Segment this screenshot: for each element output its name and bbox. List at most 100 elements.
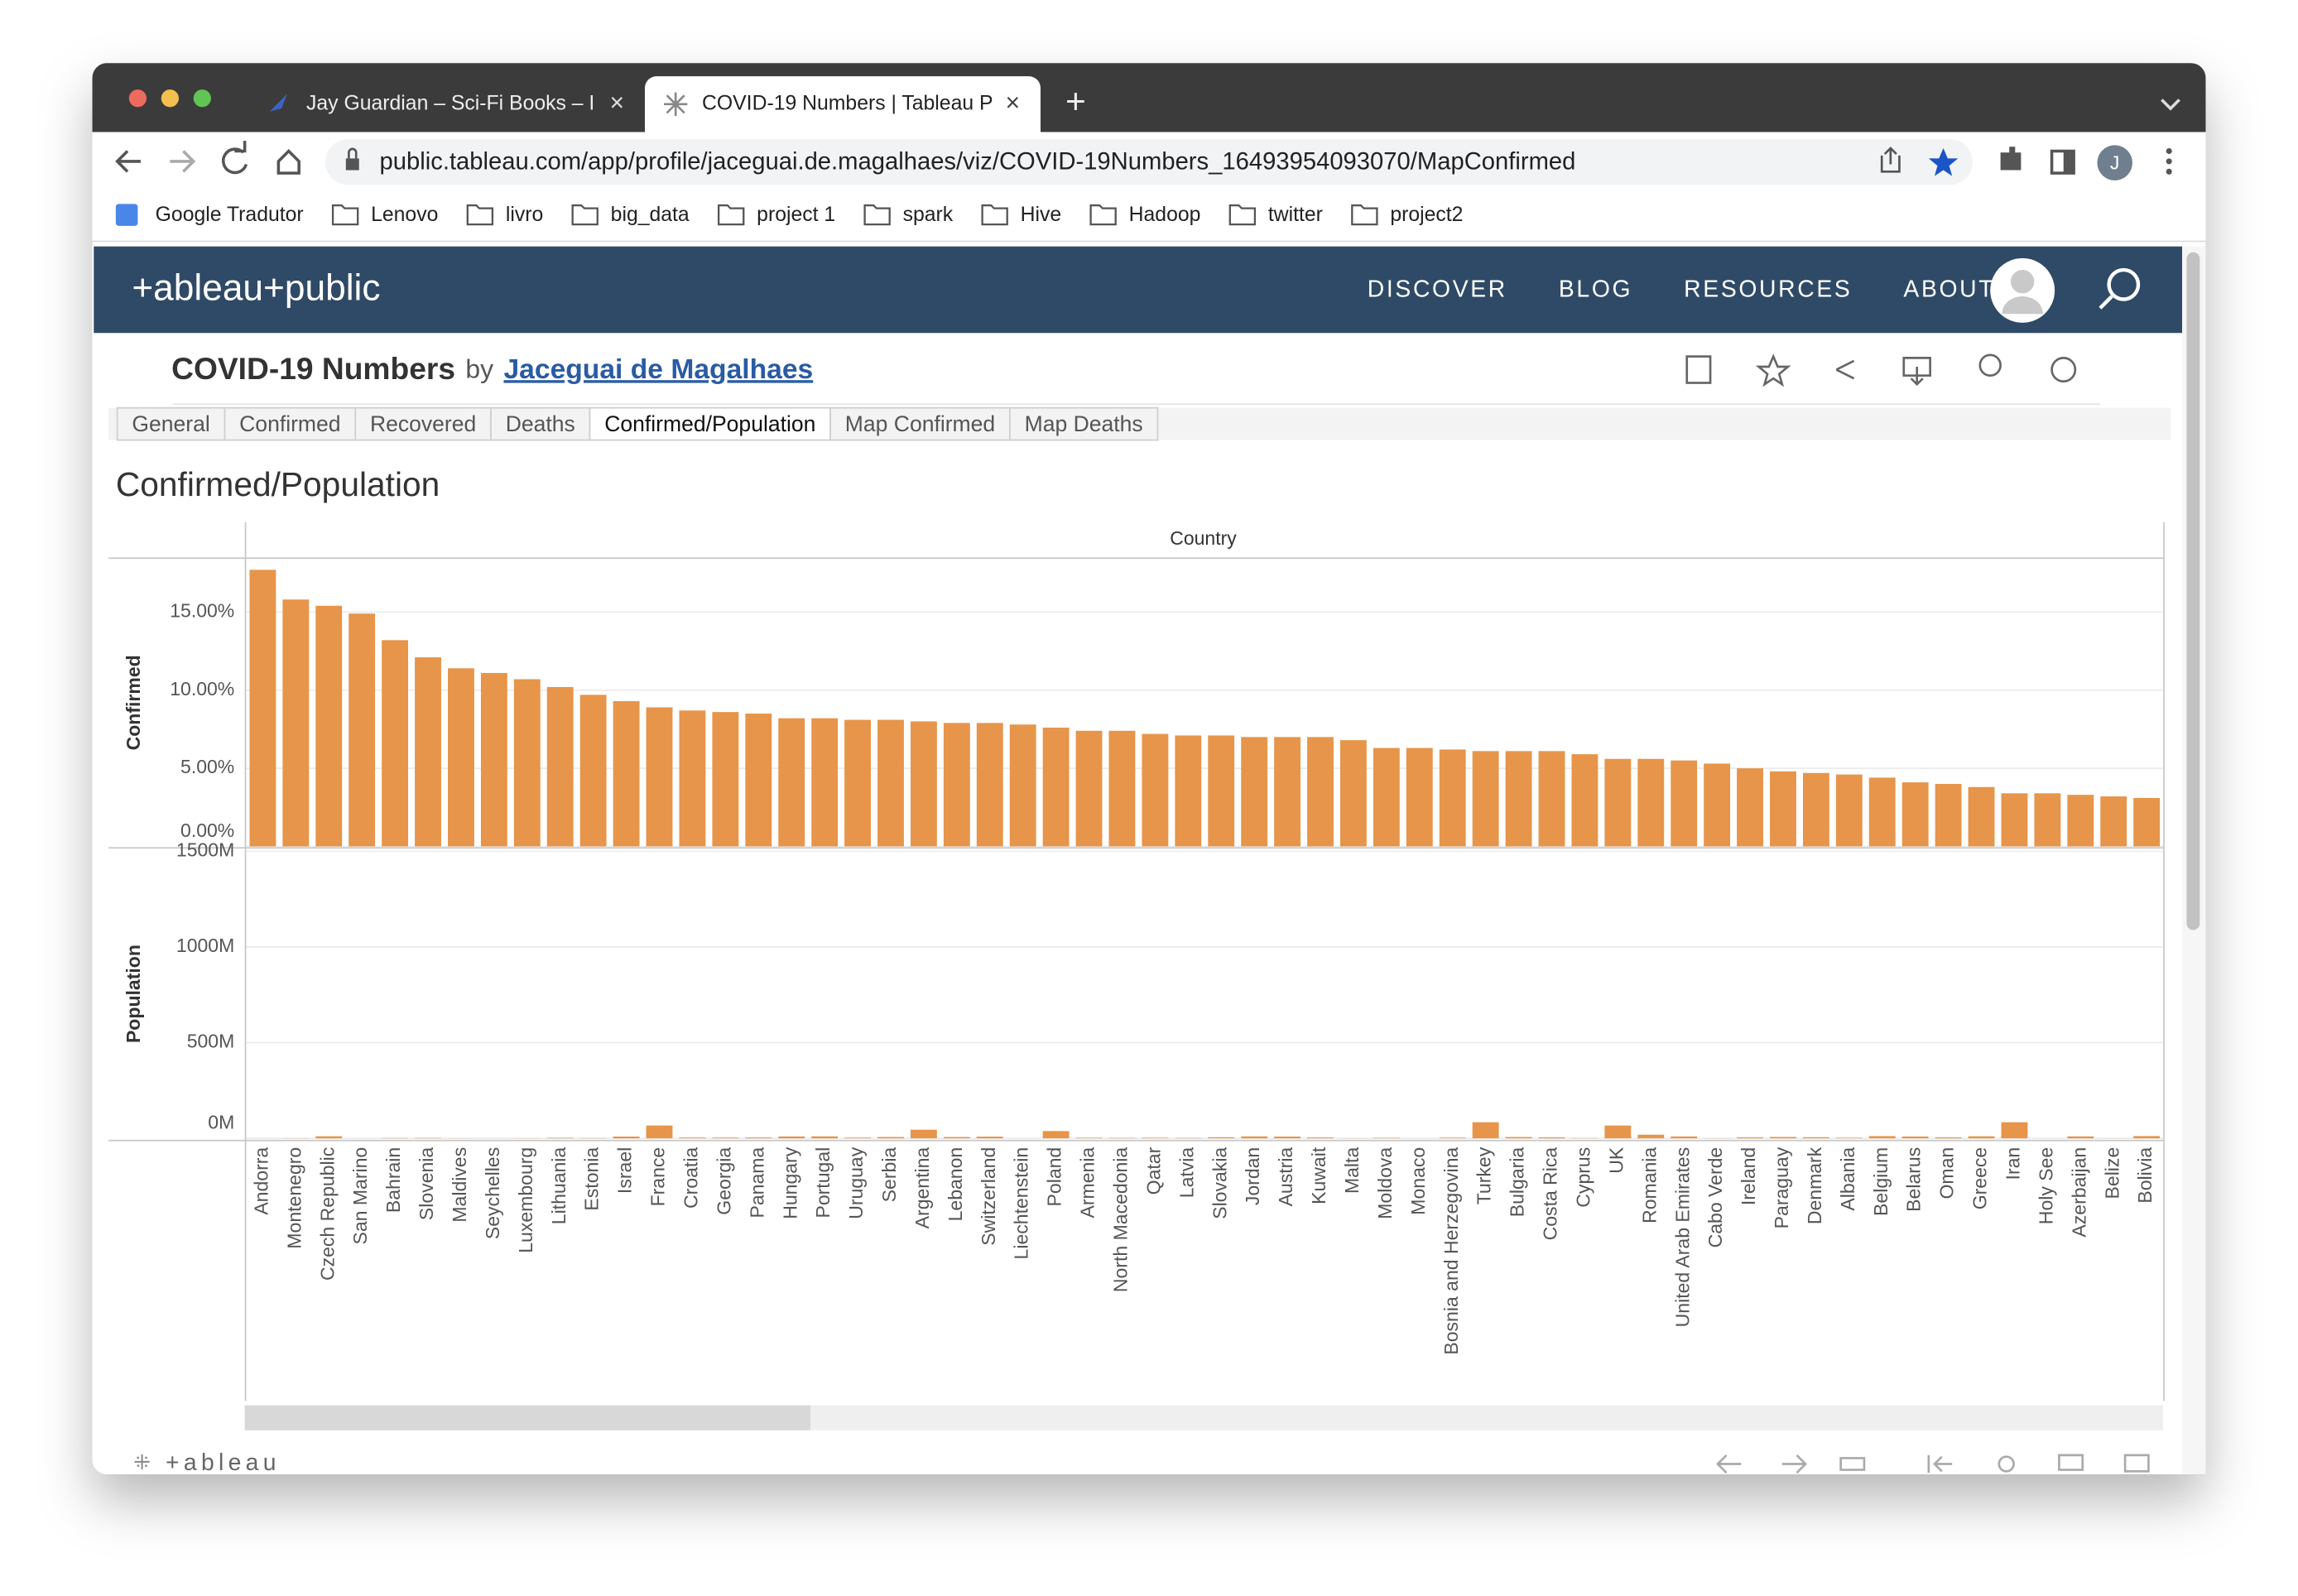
- bookmark[interactable]: Hive: [1021, 204, 1062, 226]
- x-tick-label: Austria: [1275, 1147, 1296, 1207]
- nav-link[interactable]: RESOURCES: [1684, 276, 1852, 302]
- fullscreen-button[interactable]: [2123, 1454, 2150, 1473]
- bookmark[interactable]: livro: [506, 204, 543, 226]
- tab-close[interactable]: ×: [610, 89, 625, 117]
- download-icon[interactable]: [1902, 357, 1931, 387]
- reload-button[interactable]: [221, 141, 248, 175]
- footer-logo-mark: ⁜: [133, 1452, 151, 1474]
- bar: [1571, 754, 1599, 847]
- tab-menu[interactable]: [2161, 99, 2180, 111]
- sheet-tab[interactable]: [1009, 406, 1159, 441]
- bar: [249, 570, 276, 847]
- x-tick-label: Argentina: [911, 1147, 933, 1229]
- back-button[interactable]: [115, 150, 141, 173]
- download-footer-button[interactable]: [2058, 1454, 2084, 1471]
- bar: [613, 1136, 640, 1139]
- x-tick-label: Greece: [1969, 1147, 1991, 1210]
- x-tick-label: France: [647, 1147, 669, 1207]
- share-icon[interactable]: [1880, 147, 1901, 173]
- folder-icon: [717, 204, 745, 226]
- share-viz-icon[interactable]: [1835, 359, 1855, 380]
- redo-button[interactable]: [1781, 1454, 1808, 1474]
- x-tick-label: Belize: [2101, 1147, 2123, 1199]
- bookmark[interactable]: spark: [903, 204, 954, 226]
- sheet-tab-label[interactable]: Map Confirmed: [845, 411, 995, 436]
- sheet-tab[interactable]: [829, 406, 1011, 441]
- y-axis-title: Confirmed: [123, 655, 144, 750]
- bar: [1671, 1136, 1698, 1139]
- share-footer-button[interactable]: [1998, 1455, 2015, 1473]
- bar: [1307, 737, 1334, 847]
- award-icon[interactable]: [1978, 353, 2002, 377]
- bookmark[interactable]: project 1: [757, 204, 835, 226]
- nav-link[interactable]: BLOG: [1559, 276, 1632, 302]
- bar: [910, 721, 937, 847]
- zoom-button[interactable]: [193, 89, 211, 108]
- chart-scrollbar-thumb[interactable]: [244, 1405, 811, 1430]
- sheet-tab-label[interactable]: Deaths: [506, 411, 575, 436]
- folder-icon: [571, 204, 599, 226]
- favorite-icon[interactable]: [1755, 353, 1791, 387]
- site-logo[interactable]: +ableau+public: [132, 268, 380, 309]
- bar: [877, 1137, 904, 1139]
- bar: [546, 686, 574, 847]
- profile-avatar[interactable]: [2097, 145, 2132, 180]
- sheet-tab-label[interactable]: Recovered: [370, 411, 476, 436]
- sheet-tab[interactable]: [224, 406, 357, 441]
- bookmark[interactable]: Hadoop: [1129, 204, 1201, 226]
- nav-link[interactable]: DISCOVER: [1368, 276, 1507, 302]
- bookmark-star[interactable]: [1928, 147, 1959, 176]
- url[interactable]: public.tableau.com/app/profile/jaceguai.…: [380, 148, 1576, 175]
- lock-icon: [348, 147, 358, 159]
- close-button[interactable]: [128, 89, 147, 108]
- sheet-tab-label[interactable]: Confirmed: [239, 411, 340, 436]
- sheet-tab-label[interactable]: Map Deaths: [1025, 411, 1143, 436]
- x-tick-label: Serbia: [878, 1147, 900, 1203]
- page-scrollbar-thumb[interactable]: [2186, 252, 2200, 930]
- tab-close[interactable]: ×: [1006, 89, 1021, 117]
- sheet-tab[interactable]: [490, 406, 591, 441]
- tab-title[interactable]: COVID-19 Numbers | Tableau P: [702, 92, 993, 114]
- revert-button[interactable]: [1839, 1457, 1866, 1471]
- edit-icon[interactable]: [1685, 355, 1712, 384]
- bookmark[interactable]: big_data: [611, 204, 690, 226]
- home-button[interactable]: [276, 149, 300, 175]
- tab-title[interactable]: Jay Guardian – Sci-Fi Books – I: [306, 92, 594, 114]
- x-tick-label: Poland: [1044, 1147, 1065, 1207]
- extensions-icon[interactable]: [2000, 147, 2022, 171]
- menu-icon[interactable]: [2166, 147, 2172, 175]
- bar: [1340, 740, 1367, 847]
- bookmark[interactable]: project2: [1390, 204, 1463, 226]
- bar: [1802, 772, 1829, 847]
- forward-button[interactable]: [170, 150, 196, 173]
- sheet-tab[interactable]: [589, 406, 831, 441]
- bookmark[interactable]: Lenovo: [371, 204, 438, 226]
- bookmark[interactable]: Google Tradutor: [156, 204, 304, 226]
- folder-icon: [331, 204, 359, 226]
- reset-button[interactable]: [1927, 1454, 1953, 1473]
- bar: [282, 599, 310, 847]
- sheet-tab[interactable]: [354, 406, 492, 441]
- x-tick-label: Cyprus: [1573, 1147, 1594, 1208]
- x-axis-title: Country: [1170, 527, 1237, 549]
- x-tick-label: San Marino: [349, 1147, 371, 1245]
- undo-button[interactable]: [1716, 1454, 1742, 1474]
- y-tick-label: 5.00%: [180, 756, 234, 777]
- settings-icon[interactable]: [2050, 357, 2077, 383]
- author-link[interactable]: Jaceguai de Magalhaes: [503, 354, 813, 385]
- address-bar[interactable]: [325, 139, 1973, 185]
- bar: [1108, 730, 1136, 847]
- search-icon[interactable]: [2107, 267, 2141, 301]
- bar: [1868, 777, 1896, 847]
- sheet-tab-label[interactable]: General: [132, 411, 209, 436]
- minimize-button[interactable]: [161, 89, 179, 108]
- bookmark-icon: [115, 204, 138, 226]
- x-tick-label: Czech Republic: [316, 1147, 338, 1281]
- active-tab[interactable]: [644, 76, 1041, 132]
- bookmark[interactable]: twitter: [1268, 204, 1323, 226]
- x-tick-label: Bolivia: [2134, 1147, 2156, 1204]
- new-tab[interactable]: +: [1065, 83, 1086, 122]
- profile-initial: J: [2110, 152, 2120, 174]
- nav-link[interactable]: ABOUT: [1903, 276, 1995, 302]
- sheet-tab-label[interactable]: Confirmed/Population: [604, 411, 815, 436]
